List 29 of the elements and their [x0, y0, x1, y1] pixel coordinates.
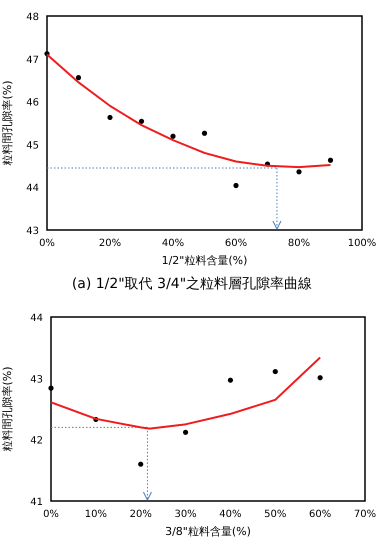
- x-tick-label: 50%: [264, 509, 286, 520]
- x-tick-label: 70%: [354, 509, 376, 520]
- y-tick-label: 44: [26, 183, 39, 194]
- y-tick-label: 42: [30, 436, 43, 447]
- x-tick-label: 20%: [130, 509, 152, 520]
- x-axis-title: 1/2"粒料含量(%): [162, 254, 248, 267]
- y-tick-label: 48: [26, 12, 39, 23]
- y-tick-label: 44: [30, 313, 43, 324]
- x-tick-label: 10%: [84, 509, 107, 520]
- x-tick-label: 40%: [219, 509, 242, 520]
- x-tick-label: 80%: [288, 238, 310, 249]
- x-tick-label: 20%: [98, 238, 122, 249]
- y-tick-label: 47: [26, 54, 39, 66]
- y-tick-label: 41: [30, 497, 43, 508]
- y-axis-title: 粒料間孔隙率(%): [1, 80, 14, 166]
- y-tick-label: 43: [26, 226, 39, 237]
- x-tick-label: 60%: [309, 509, 332, 520]
- y-tick-label: 45: [26, 140, 39, 152]
- y-axis-title: 粒料間孔隙率(%): [1, 366, 14, 452]
- x-tick-label: 30%: [174, 509, 197, 520]
- x-tick-label: 0%: [43, 509, 59, 520]
- x-tick-label: 0%: [39, 238, 55, 249]
- text: (a) 1/2"取代 3/4"之粒料層孔隙率曲線: [72, 276, 312, 292]
- x-tick-label: 40%: [162, 238, 184, 249]
- x-tick-label: 60%: [224, 238, 248, 249]
- y-tick-label: 43: [30, 374, 43, 386]
- x-axis-title: 3/8"粒料含量(%): [165, 525, 251, 538]
- y-tick-label: 46: [26, 98, 39, 109]
- x-tick-label: 100%: [348, 238, 376, 249]
